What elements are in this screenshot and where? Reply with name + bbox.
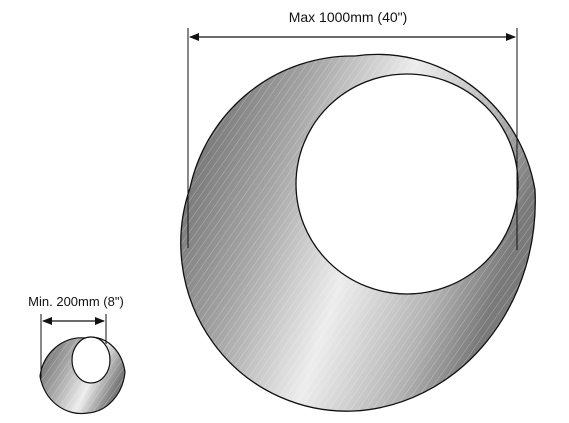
large-tube-dimension: Max 1000mm (40") [187, 9, 518, 250]
small-dim-label: Min. 200mm (8") [28, 294, 124, 309]
large-tube-hatching [180, 54, 536, 412]
small-tube-front-rim [39, 336, 126, 415]
small-tube-inner-opening [71, 336, 111, 384]
large-tube [180, 53, 536, 412]
small-tube-hatching [40, 336, 125, 414]
small-tube-dimension: Min. 200mm (8") [28, 294, 124, 378]
large-tube-front-rim [180, 53, 536, 412]
large-tube-inner-opening [295, 73, 519, 295]
small-tube [39, 336, 126, 415]
large-dim-label: Max 1000mm (40") [289, 9, 408, 25]
